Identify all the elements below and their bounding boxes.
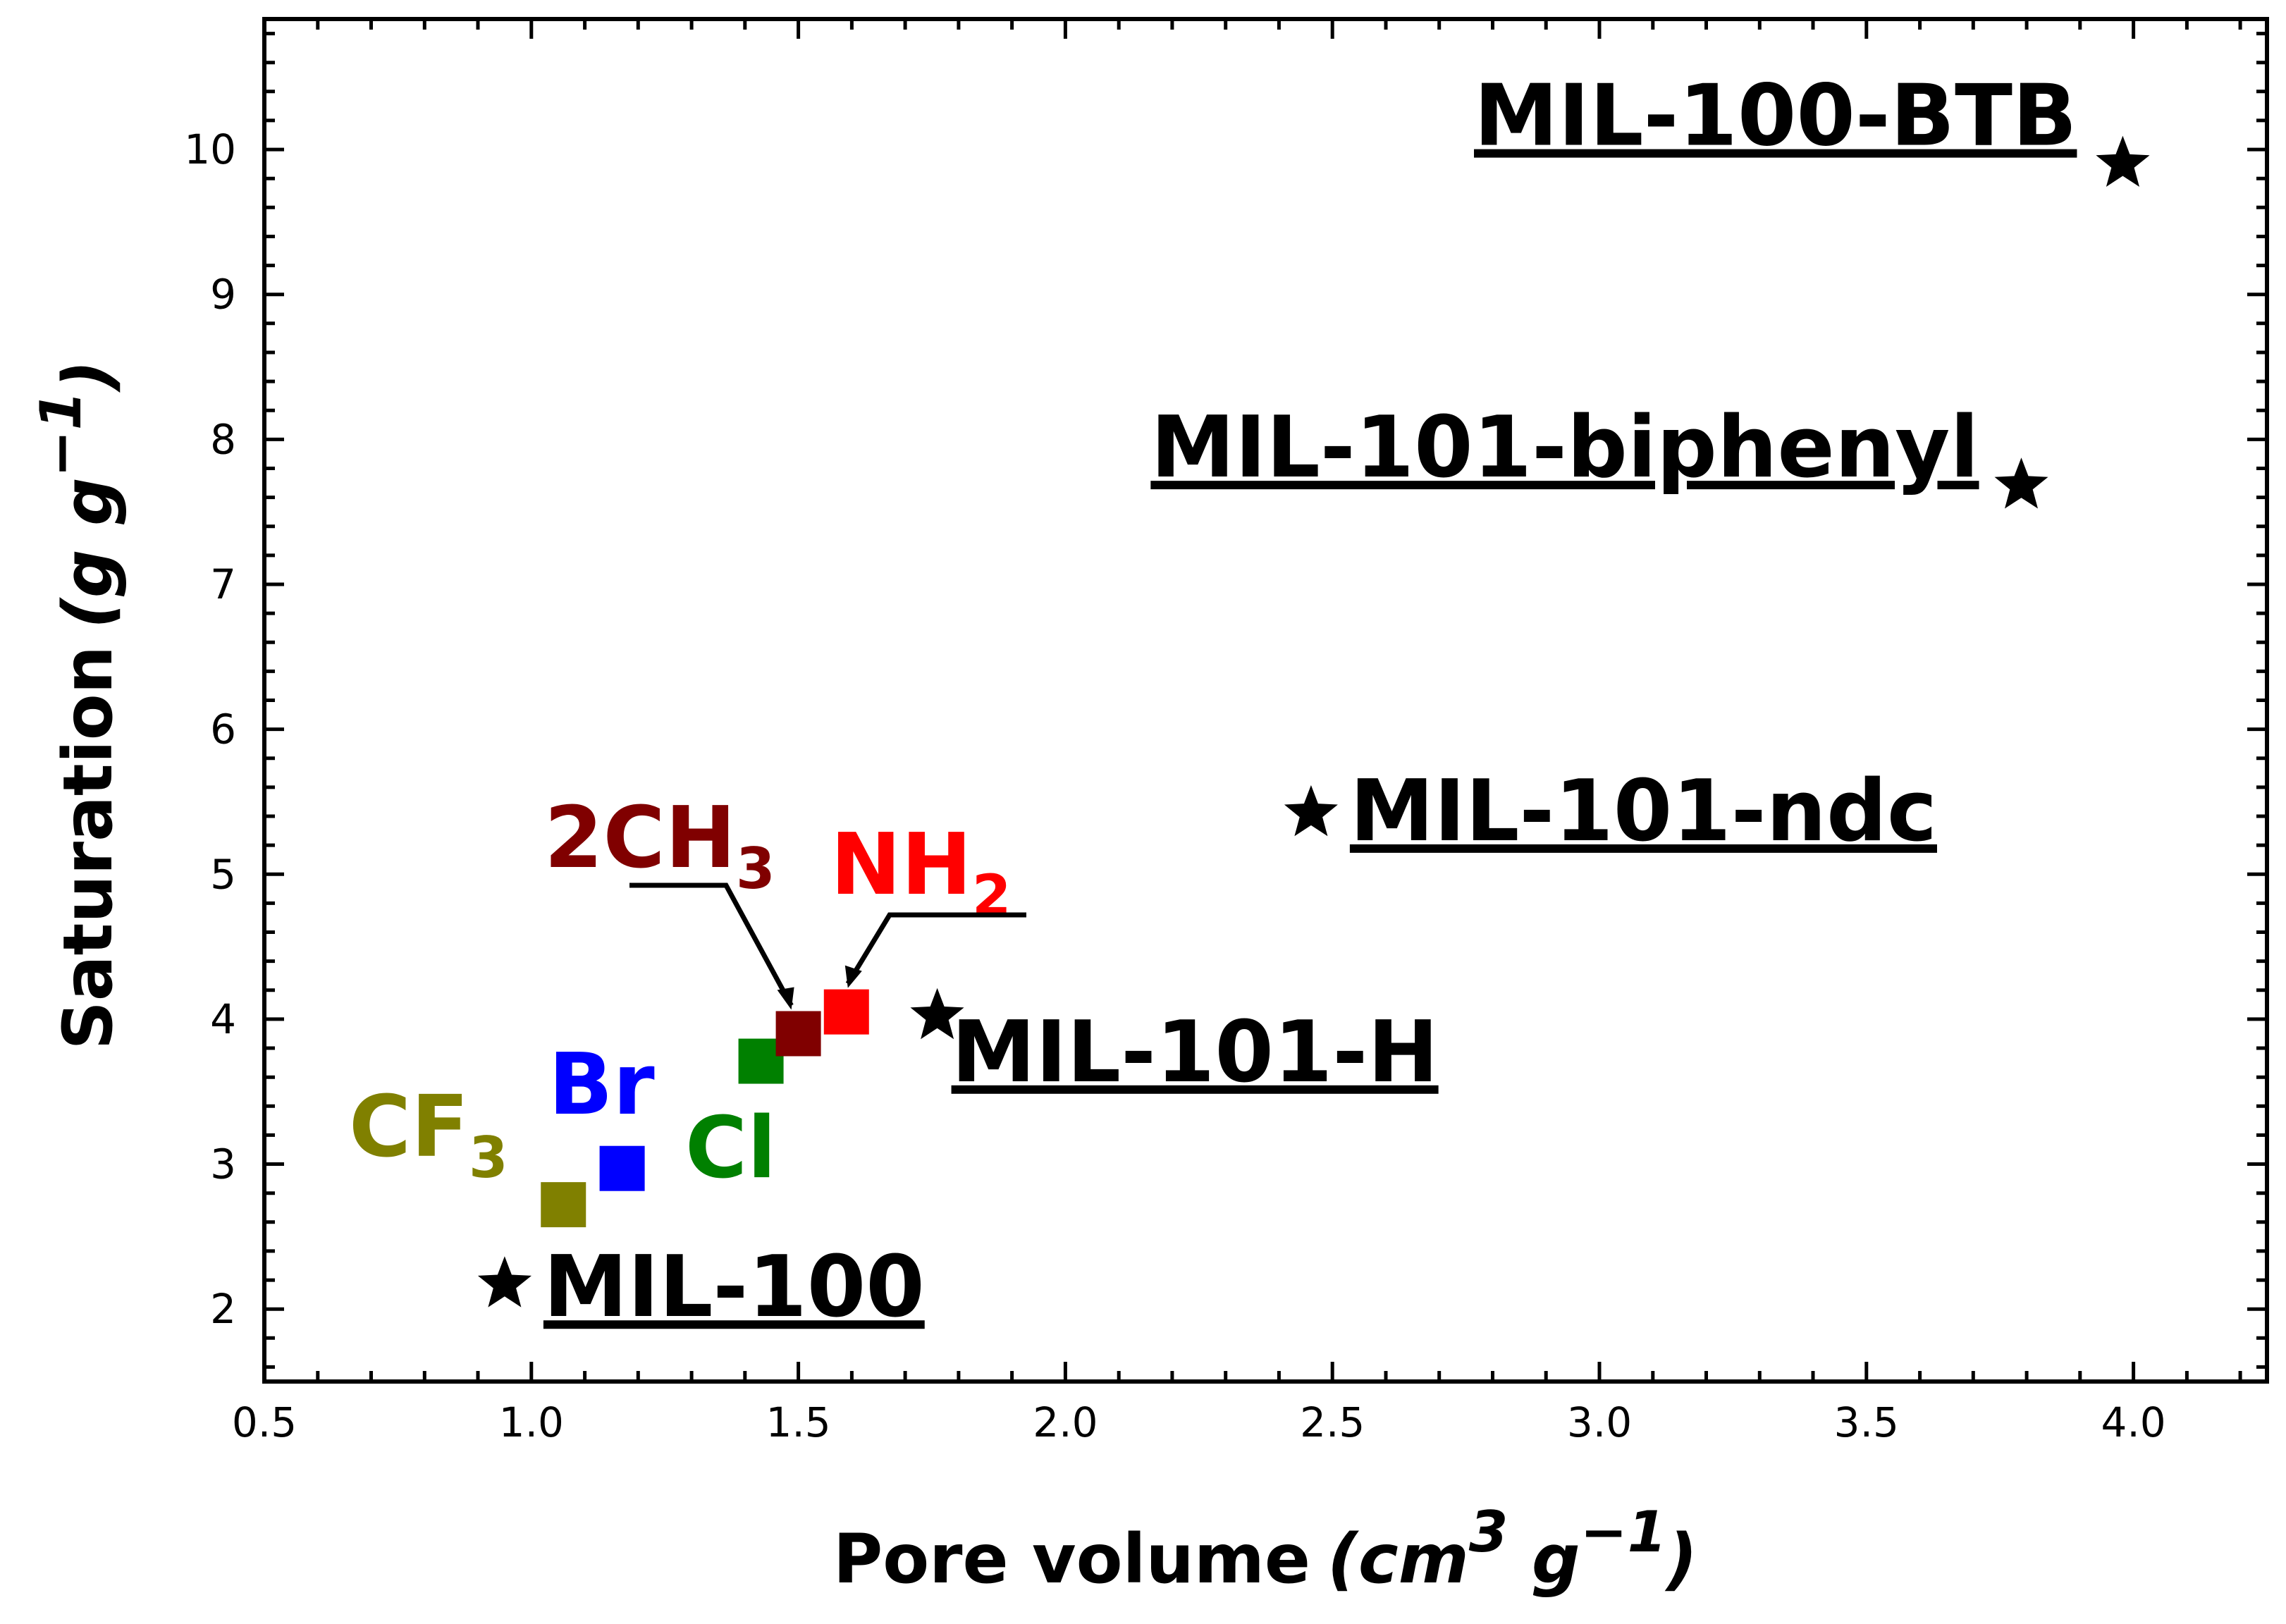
- x-tick-label: 2.5: [1300, 1398, 1365, 1446]
- square-point: [775, 1011, 821, 1057]
- x-tick-label: 3.5: [1834, 1398, 1899, 1446]
- y-tick-label: 8: [210, 415, 236, 463]
- square-point: [599, 1145, 645, 1191]
- y-tick-label: 3: [210, 1140, 236, 1188]
- y-tick-label: 10: [184, 125, 236, 173]
- tick-labels: 0.5 1.0 1.5 2.0 2.5 3.0 3.5 4.0 2 3 4 5 6 7 8 9 10: [184, 125, 2166, 1446]
- point-label-cl: Cl: [685, 1100, 776, 1198]
- y-tick-label: 5: [210, 850, 236, 898]
- point-label-mil-101-h: MIL-101-H: [952, 1004, 1439, 1102]
- point-label-mil-101-ndc: MIL-101-ndc: [1350, 763, 1937, 861]
- star-point: [477, 1256, 531, 1308]
- x-tick-label: 1.5: [766, 1398, 830, 1446]
- star-point: [1994, 457, 2048, 509]
- arrow-head-2ch3: [777, 987, 794, 1010]
- square-point: [823, 989, 869, 1035]
- x-tick-label: 2.0: [1033, 1398, 1098, 1446]
- point-label-mil-101-biphenyl: MIL-101-biphenyl: [1150, 399, 1979, 497]
- y-tick-label: 4: [210, 995, 236, 1043]
- data-points: MIL-100 MIL-101-H MIL-101-ndc MIL-101-biphe…: [349, 68, 2150, 1336]
- point-label-cf: CF3: [349, 1078, 508, 1191]
- y-tick-label: 9: [210, 271, 236, 319]
- plot-frame: [262, 17, 2269, 1384]
- arrow-head-nh2: [844, 965, 862, 988]
- x-tick-label: 4.0: [2101, 1398, 2165, 1446]
- x-tick-label: 1.0: [499, 1398, 564, 1446]
- point-label-2ch: 2CH3: [544, 789, 775, 902]
- x-tick-label: 0.5: [232, 1398, 297, 1446]
- point-label-nh: NH2: [830, 816, 1012, 928]
- star-point: [1284, 785, 1338, 837]
- point-label-br: Br: [548, 1036, 655, 1134]
- star-point: [2096, 135, 2150, 187]
- y-tick-label: 7: [210, 560, 236, 608]
- tick-marks: [262, 19, 2267, 1382]
- point-label-mil-100-btb: MIL-100-BTB: [1474, 68, 2077, 166]
- x-tick-label: 3.0: [1567, 1398, 1632, 1446]
- point-label-mil-100: MIL-100: [543, 1238, 925, 1336]
- y-tick-label: 2: [210, 1285, 236, 1333]
- axis-ticks: [262, 19, 2267, 1382]
- x-axis-title: Pore volume (cm3 g−1): [833, 1499, 1697, 1599]
- y-axis-title: Saturation(g g−1): [28, 360, 128, 1050]
- leader-lines: [629, 882, 1026, 1007]
- y-tick-label: 6: [210, 706, 236, 753]
- square-point: [541, 1182, 586, 1228]
- star-point: [910, 988, 964, 1040]
